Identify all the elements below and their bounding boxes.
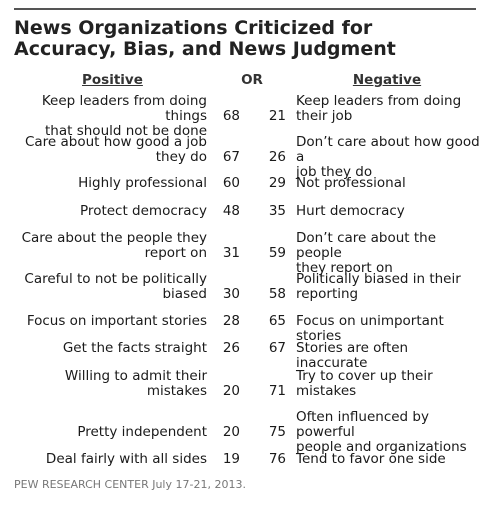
negative-value: 65 <box>268 313 286 329</box>
positive-header: Positive <box>82 72 143 88</box>
negative-value: 67 <box>268 340 286 356</box>
positive-label: Focus on important stories <box>26 313 207 329</box>
negative-value: 58 <box>268 286 286 302</box>
positive-value: 20 <box>222 424 240 440</box>
positive-label: Deal fairly with all sides <box>45 451 207 467</box>
positive-label: Careful to not be politically biased <box>24 271 207 302</box>
negative-label: Don’t care about the people they report o… <box>296 230 437 276</box>
positive-value: 68 <box>222 108 240 124</box>
positive-label: Care about the people they report on <box>21 230 207 261</box>
negative-value: 26 <box>268 149 286 165</box>
or-header: OR <box>241 72 263 88</box>
positive-label: Keep leaders from doing things that shoul… <box>41 93 207 139</box>
positive-label: Willing to admit their mistakes <box>64 368 207 399</box>
negative-label: Not professional <box>296 175 406 191</box>
top-rule <box>14 8 476 10</box>
negative-label: Politically biased in their reporting <box>296 271 461 302</box>
positive-value: 60 <box>222 175 240 191</box>
negative-header: Negative <box>352 72 422 88</box>
negative-label: Often influenced by powerful people and o… <box>296 409 467 455</box>
negative-value: 35 <box>268 203 286 219</box>
positive-value: 26 <box>222 340 240 356</box>
chart-title: News Organizations Criticized for Accura… <box>14 17 396 60</box>
negative-value: 59 <box>268 245 286 261</box>
negative-value: 76 <box>268 451 286 467</box>
positive-value: 20 <box>222 383 240 399</box>
source-note: PEW RESEARCH CENTER July 17-21, 2013. <box>14 478 246 491</box>
positive-label: Care about how good a job they do <box>24 134 207 165</box>
positive-value: 30 <box>222 286 240 302</box>
positive-value: 67 <box>222 149 240 165</box>
negative-label: Try to cover up their mistakes <box>296 368 433 399</box>
negative-label: Don’t care about how good a job they do <box>296 134 480 180</box>
negative-label: Focus on unimportant stories <box>296 313 444 344</box>
positive-label: Protect democracy <box>80 203 207 219</box>
negative-value: 29 <box>268 175 286 191</box>
positive-label: Highly professional <box>78 175 207 191</box>
negative-label: Hurt democracy <box>296 203 405 219</box>
negative-value: 71 <box>268 383 286 399</box>
negative-label: Keep leaders from doing their job <box>296 93 462 124</box>
positive-label: Pretty independent <box>77 424 207 440</box>
negative-value: 75 <box>268 424 286 440</box>
positive-value: 31 <box>222 245 240 261</box>
positive-value: 19 <box>222 451 240 467</box>
negative-label: Stories are often inaccurate <box>296 340 409 371</box>
positive-value: 28 <box>222 313 240 329</box>
positive-label: Get the facts straight <box>62 340 207 356</box>
positive-value: 48 <box>222 203 240 219</box>
negative-value: 21 <box>268 108 286 124</box>
negative-label: Tend to favor one side <box>296 451 446 467</box>
